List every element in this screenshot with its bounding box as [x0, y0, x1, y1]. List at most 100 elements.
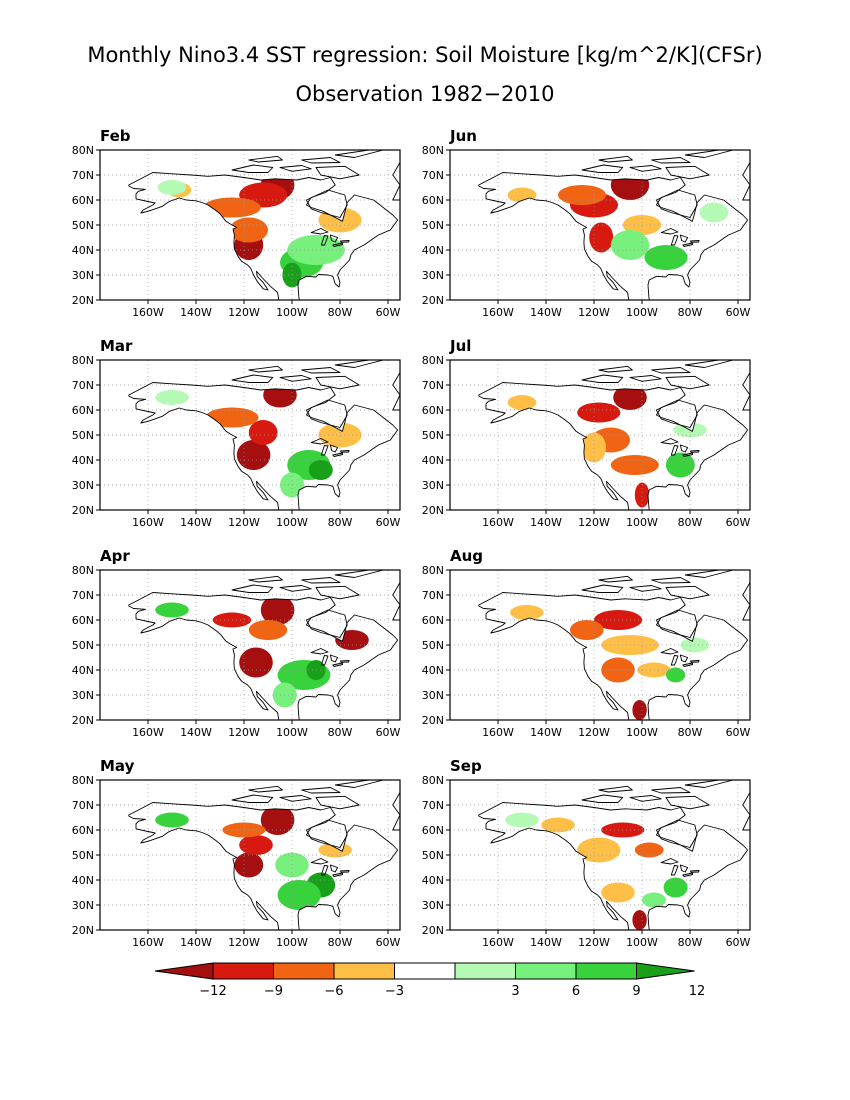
anomaly-patch — [634, 482, 650, 508]
lat-tick-label: 50N — [72, 849, 94, 862]
anomaly-patch — [632, 700, 647, 720]
anomaly-patch — [260, 805, 295, 835]
lon-tick-label: 140W — [180, 936, 212, 949]
lon-tick-label: 120W — [228, 726, 260, 739]
anomaly-patch — [510, 605, 544, 620]
map-panel-jul: Jul 20N 30N 40N 50N 60N 70N 80N 160W 140W 120W 100W… — [422, 337, 751, 529]
lat-tick-label: 30N — [72, 269, 94, 282]
axis-ticks: 20N 30N 40N 50N 60N 70N 80N 160W 140W 120W 100W 80W… — [72, 774, 401, 949]
lat-tick-label: 80N — [422, 354, 444, 367]
axis-ticks: 20N 30N 40N 50N 60N 70N 80N 160W 140W 120W 100W 80W… — [72, 144, 401, 319]
anomaly-patch — [541, 817, 575, 833]
anomaly-patch — [582, 432, 606, 463]
lon-tick-label: 160W — [132, 726, 164, 739]
anomaly-patch — [610, 455, 659, 475]
axis-ticks: 20N 30N 40N 50N 60N 70N 80N 160W 140W 120W 100W 80W… — [422, 354, 751, 529]
lat-tick-label: 30N — [72, 479, 94, 492]
panel-month-label: Mar — [100, 337, 133, 355]
lon-tick-label: 140W — [180, 516, 212, 529]
anomaly-patch — [155, 390, 189, 405]
anomaly-patch — [577, 837, 621, 863]
lon-tick-label: 160W — [482, 306, 514, 319]
lon-tick-label: 80W — [678, 516, 703, 529]
lon-tick-label: 140W — [530, 936, 562, 949]
lat-tick-label: 30N — [72, 899, 94, 912]
coastlines — [128, 150, 400, 301]
lat-tick-label: 40N — [422, 454, 444, 467]
lon-tick-label: 160W — [132, 936, 164, 949]
lat-tick-label: 20N — [72, 924, 94, 937]
lat-tick-label: 60N — [72, 824, 94, 837]
lat-tick-label: 30N — [422, 899, 444, 912]
lat-tick-label: 60N — [72, 194, 94, 207]
lon-tick-label: 100W — [626, 726, 658, 739]
lat-tick-label: 40N — [72, 454, 94, 467]
anomaly-patch — [260, 595, 295, 625]
lon-tick-label: 100W — [626, 516, 658, 529]
lat-tick-label: 60N — [422, 824, 444, 837]
panel-month-label: Apr — [100, 547, 130, 565]
lon-tick-label: 120W — [578, 516, 610, 529]
anomaly-patch — [632, 910, 647, 930]
lat-tick-label: 70N — [422, 589, 444, 602]
lat-tick-label: 40N — [422, 664, 444, 677]
anomaly-patch — [155, 812, 189, 828]
map-panel-feb: Feb 20N 30N 40N 50N 60N 70N 80N 160W 140W 120W 100W… — [72, 127, 401, 319]
anomaly-patch — [663, 877, 688, 898]
colorbar-bin — [212, 962, 274, 980]
lon-tick-label: 60W — [726, 306, 751, 319]
lat-tick-label: 50N — [422, 219, 444, 232]
map-panel-mar: Mar 20N 30N 40N 50N 60N 70N 80N 160W 140W 120W 100W… — [72, 337, 401, 529]
lon-tick-label: 120W — [228, 516, 260, 529]
coastlines — [128, 570, 400, 721]
coastlines — [128, 780, 400, 931]
lon-tick-label: 140W — [530, 726, 562, 739]
lon-tick-label: 100W — [276, 306, 308, 319]
lat-tick-label: 60N — [422, 404, 444, 417]
coastlines — [478, 780, 750, 931]
anomaly-patch — [558, 185, 606, 205]
lon-tick-label: 120W — [578, 936, 610, 949]
lon-tick-label: 60W — [376, 936, 401, 949]
lon-tick-label: 80W — [328, 726, 353, 739]
lat-tick-label: 60N — [422, 614, 444, 627]
lat-tick-label: 80N — [72, 144, 94, 157]
coastlines — [478, 150, 750, 301]
map-panel-sep: Sep 20N 30N 40N 50N 60N 70N 80N 160W 140W 120W 100W… — [422, 757, 751, 949]
lon-tick-label: 100W — [276, 726, 308, 739]
axis-ticks: 20N 30N 40N 50N 60N 70N 80N 160W 140W 120W 100W 80W… — [422, 774, 751, 949]
title-line-2: Observation 1982−2010 — [295, 82, 554, 106]
lon-tick-label: 100W — [276, 936, 308, 949]
lat-tick-label: 20N — [72, 504, 94, 517]
map-panel-aug: Aug 20N 30N 40N 50N 60N 70N 80N 160W 140W 120W 100W… — [422, 547, 751, 739]
lat-tick-label: 50N — [72, 219, 94, 232]
lon-tick-label: 60W — [726, 726, 751, 739]
lon-tick-label: 140W — [530, 516, 562, 529]
lon-tick-label: 140W — [180, 726, 212, 739]
lat-tick-label: 20N — [422, 504, 444, 517]
lon-tick-label: 80W — [328, 936, 353, 949]
lat-tick-label: 30N — [72, 689, 94, 702]
lon-tick-label: 160W — [482, 726, 514, 739]
lon-tick-label: 100W — [626, 306, 658, 319]
lat-tick-label: 50N — [72, 639, 94, 652]
anomaly-patch — [308, 460, 333, 480]
axis-ticks: 20N 30N 40N 50N 60N 70N 80N 160W 140W 120W 100W 80W… — [422, 564, 751, 739]
colorbar-tick-label: 12 — [689, 984, 706, 999]
panel-month-label: Sep — [450, 757, 482, 775]
lon-tick-label: 160W — [482, 516, 514, 529]
map-panel-may: May 20N 30N 40N 50N 60N 70N 80N 160W 140W 120W 100W… — [72, 757, 401, 949]
lat-tick-label: 40N — [72, 664, 94, 677]
lon-tick-label: 60W — [376, 516, 401, 529]
anomaly-patch — [229, 217, 268, 243]
panel-month-label: Jul — [449, 337, 471, 355]
lat-tick-label: 50N — [72, 429, 94, 442]
anomaly-patch — [239, 835, 273, 855]
anomaly-patch — [277, 880, 321, 910]
anomaly-patch — [507, 395, 537, 410]
anomaly-patch — [666, 667, 686, 683]
anomaly-patch — [589, 222, 614, 253]
panel-month-label: May — [100, 757, 135, 775]
lon-tick-label: 80W — [678, 936, 703, 949]
